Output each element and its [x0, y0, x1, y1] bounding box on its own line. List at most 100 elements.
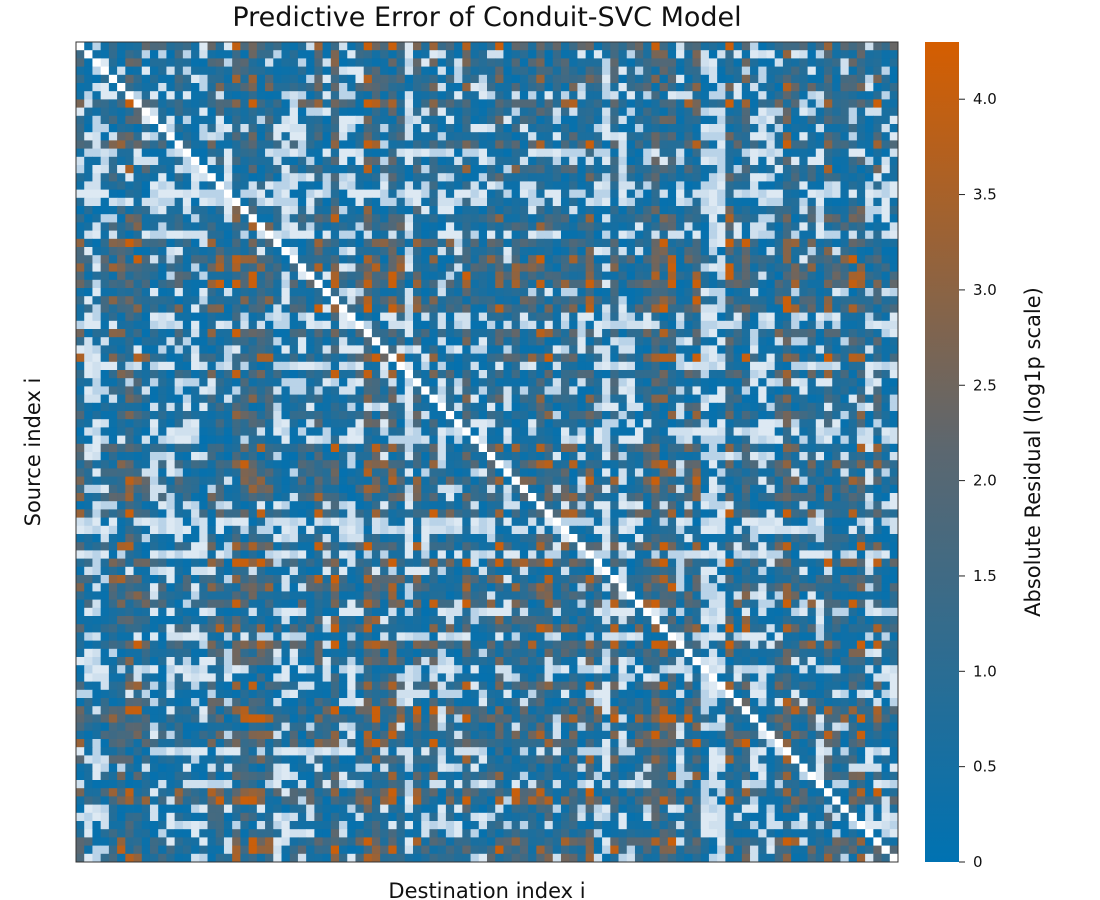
heatmap-cell [552, 99, 562, 108]
heatmap-cell [281, 181, 291, 190]
heatmap-cell [774, 263, 784, 272]
heatmap-cell [634, 345, 644, 354]
heatmap-cell [166, 361, 176, 371]
heatmap-cell [741, 173, 751, 182]
heatmap-cell [487, 353, 496, 363]
heatmap-cell [569, 370, 578, 379]
heatmap-cell [306, 370, 315, 379]
heatmap-cell [626, 58, 636, 67]
heatmap-cell [495, 263, 504, 272]
heatmap-cell [158, 197, 167, 207]
heatmap-cell [577, 238, 587, 248]
heatmap-cell [577, 132, 587, 141]
heatmap-cell [544, 214, 554, 223]
heatmap-cell [429, 238, 439, 248]
heatmap-cell [667, 181, 677, 190]
heatmap-cell [117, 435, 126, 445]
heatmap-cell [133, 189, 143, 199]
heatmap-cell [445, 320, 455, 330]
heatmap-cell [371, 443, 381, 453]
heatmap-cell [371, 74, 381, 84]
heatmap-cell [380, 279, 389, 289]
heatmap-cell [306, 271, 315, 281]
heatmap-cell [256, 181, 266, 190]
heatmap-cell [577, 279, 587, 289]
heatmap-cell [429, 66, 439, 76]
heatmap-cell [889, 271, 899, 281]
heatmap-cell [117, 83, 126, 92]
heatmap-cell [519, 173, 529, 182]
heatmap-cell [232, 214, 241, 223]
heatmap-cell [421, 197, 430, 207]
heatmap-cell [708, 124, 718, 133]
heatmap-cell [347, 58, 356, 67]
heatmap-cell [815, 329, 825, 338]
heatmap-cell [141, 238, 151, 248]
heatmap-cell [404, 74, 414, 84]
heatmap-cell [865, 247, 874, 256]
heatmap-cell [355, 288, 365, 297]
heatmap-cell [799, 115, 808, 125]
heatmap-cell [495, 329, 504, 338]
heatmap-cell [585, 443, 595, 453]
heatmap-cell [84, 181, 93, 190]
heatmap-cell [585, 312, 595, 322]
heatmap-cell [667, 353, 677, 363]
heatmap-cell [232, 83, 241, 92]
heatmap-cell [840, 115, 850, 125]
heatmap-cell [676, 222, 685, 231]
heatmap-cell [166, 296, 176, 305]
heatmap-cell [429, 222, 439, 231]
heatmap-cell [108, 83, 118, 92]
heatmap-cell [297, 222, 307, 231]
heatmap-cell [141, 140, 151, 149]
heatmap-cell [865, 148, 874, 158]
heatmap-cell [585, 361, 595, 371]
heatmap-cell [470, 255, 480, 264]
heatmap-cell [421, 165, 430, 174]
heatmap-cell [848, 345, 858, 354]
heatmap-cell [676, 206, 685, 215]
heatmap-cell [429, 296, 439, 305]
heatmap-cell [149, 427, 159, 436]
heatmap-cell [125, 107, 134, 117]
heatmap-cell [223, 312, 233, 322]
heatmap-cell [133, 66, 143, 76]
heatmap-cell [256, 222, 266, 231]
heatmap-cell [700, 222, 710, 231]
heatmap-cell [503, 263, 513, 272]
heatmap-cell [856, 288, 866, 297]
heatmap-cell [692, 238, 702, 248]
heatmap-cell [848, 271, 858, 281]
heatmap-cell [782, 443, 792, 453]
heatmap-cell [125, 320, 134, 330]
heatmap-cell [273, 99, 282, 108]
heatmap-cell [741, 214, 751, 223]
heatmap-cell [166, 304, 176, 313]
heatmap-cell [396, 58, 406, 67]
heatmap-cell [462, 247, 471, 256]
heatmap-cell [141, 378, 151, 387]
heatmap-cell [519, 255, 529, 264]
heatmap-cell [643, 370, 652, 379]
heatmap-cell [552, 271, 562, 281]
heatmap-cell [799, 378, 808, 387]
heatmap-cell [643, 427, 652, 436]
heatmap-cell [519, 370, 529, 379]
heatmap-cell [511, 148, 521, 158]
heatmap-cell [429, 288, 439, 297]
heatmap-cell [429, 353, 439, 363]
heatmap-cell [560, 386, 570, 395]
heatmap-cell [158, 115, 167, 125]
heatmap-cell [684, 312, 693, 322]
heatmap-cell [684, 58, 693, 67]
heatmap-cell [815, 255, 825, 264]
heatmap-cell [347, 42, 356, 51]
heatmap-cell [182, 214, 192, 223]
heatmap-cell [511, 156, 521, 166]
heatmap-cell [881, 247, 891, 256]
heatmap-cell [454, 115, 463, 125]
heatmap-cell [569, 353, 578, 363]
heatmap-cell [593, 107, 603, 117]
heatmap-cell [511, 206, 521, 215]
